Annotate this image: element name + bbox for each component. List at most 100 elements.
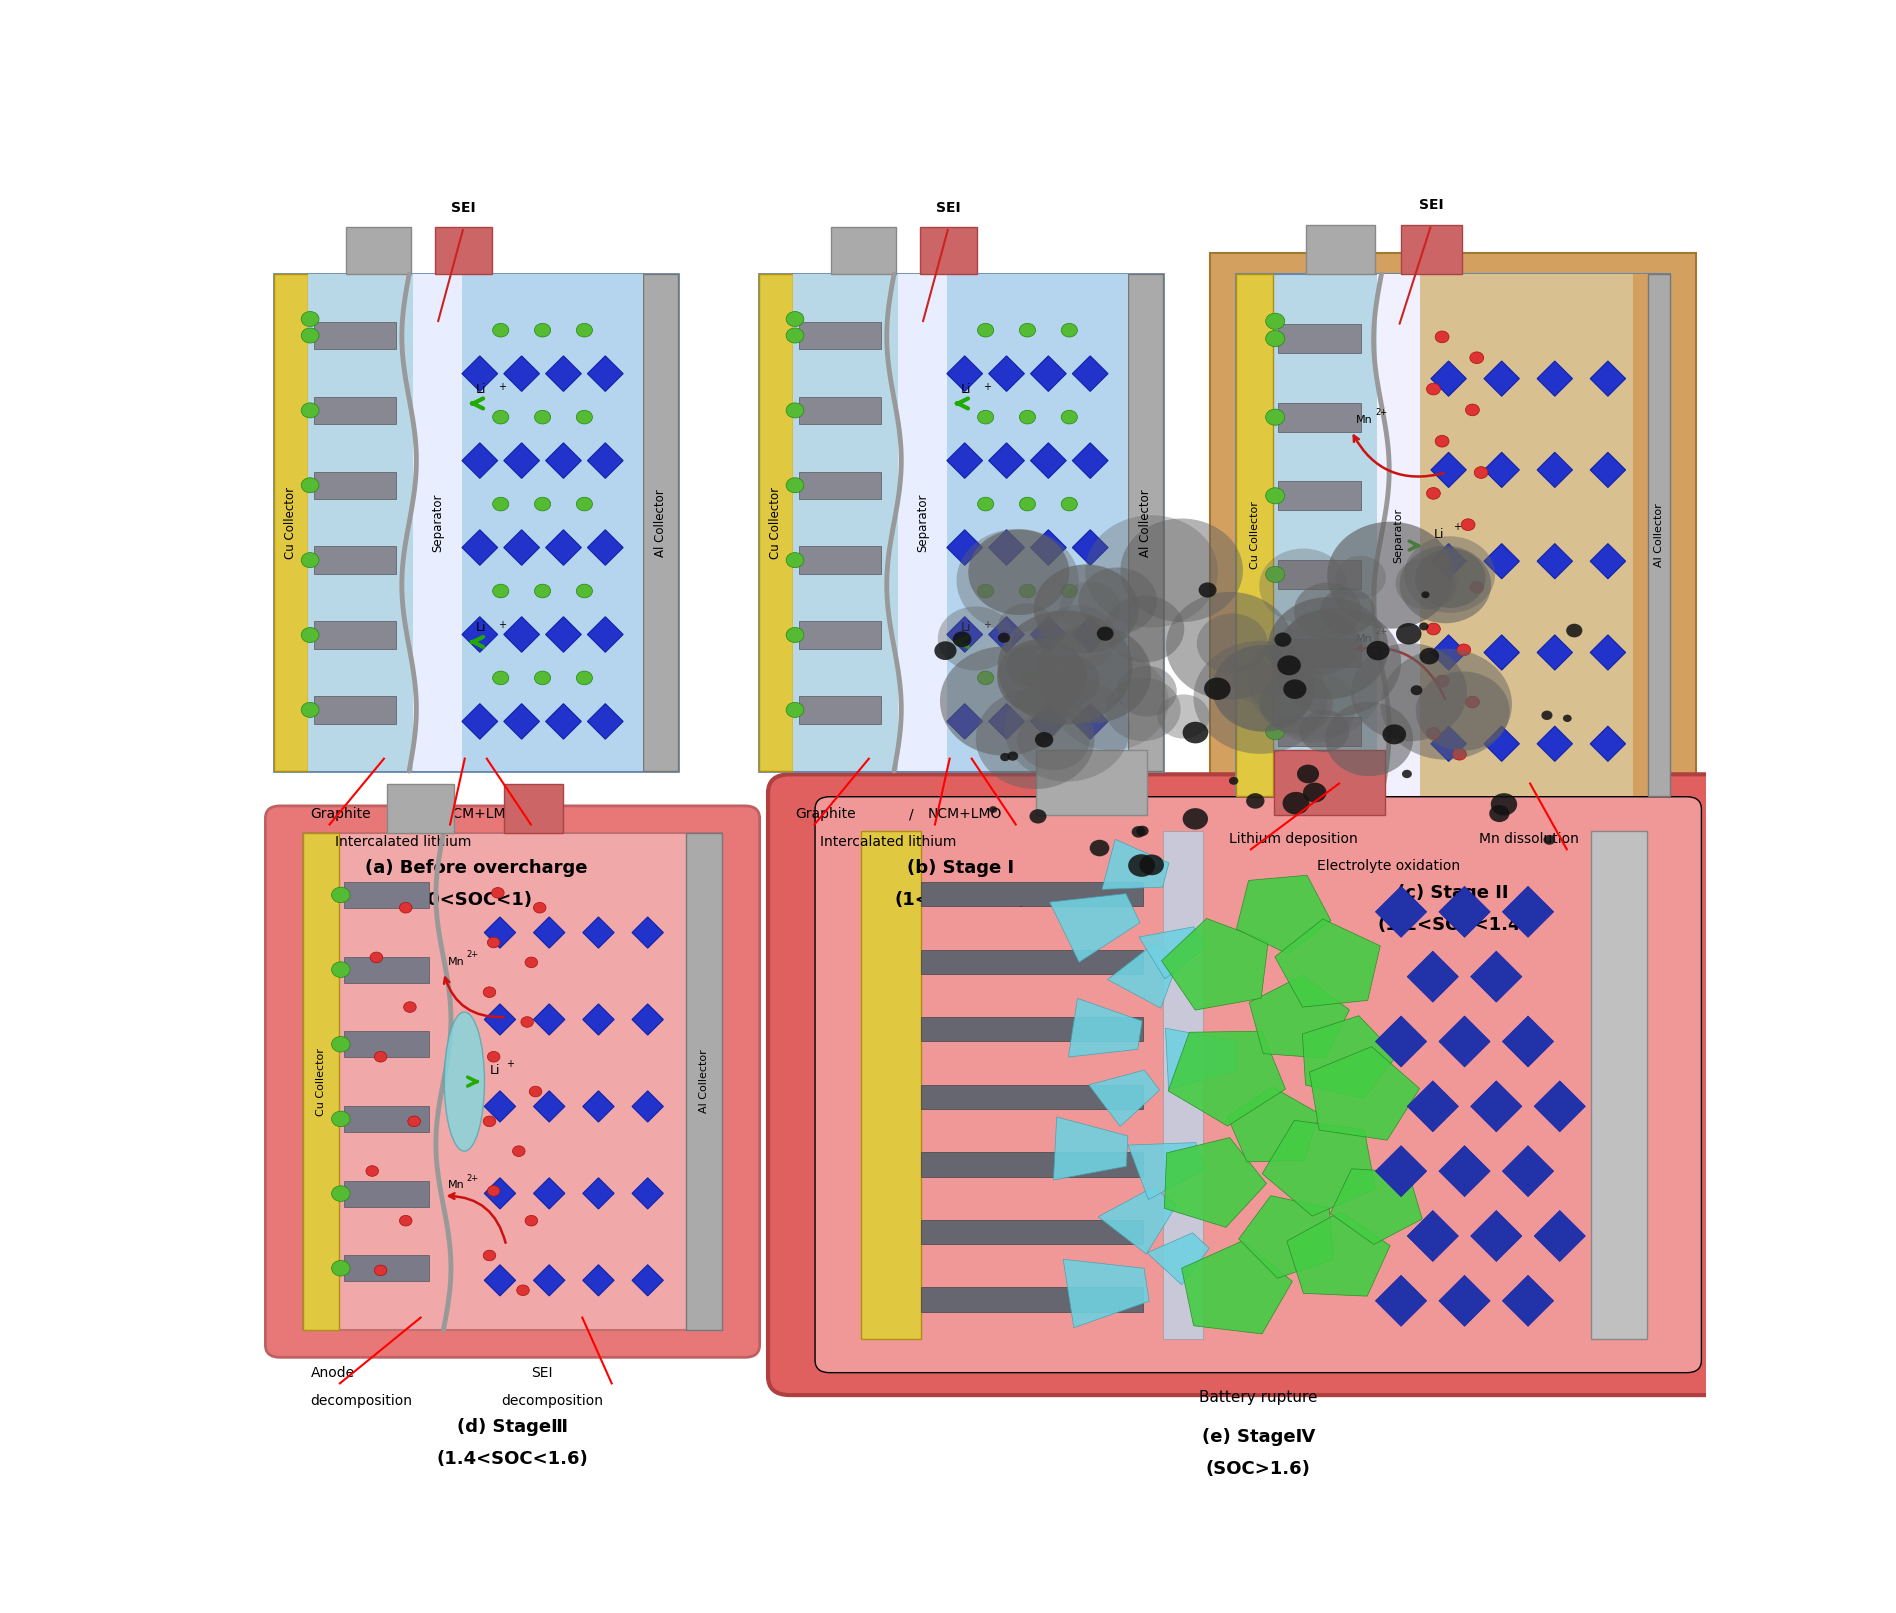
Bar [643, 274, 679, 771]
Polygon shape [988, 703, 1024, 739]
Text: 2+: 2+ [1375, 627, 1388, 636]
Circle shape [1282, 792, 1310, 815]
Bar [861, 831, 921, 1339]
Circle shape [1267, 313, 1285, 329]
Polygon shape [504, 529, 540, 565]
Circle shape [529, 1086, 542, 1097]
Bar [1278, 403, 1361, 432]
Bar [798, 323, 882, 348]
Bar [315, 547, 396, 574]
FancyBboxPatch shape [815, 797, 1701, 1373]
Text: Li: Li [961, 621, 971, 634]
Polygon shape [588, 616, 624, 652]
Text: SEI: SEI [937, 200, 961, 215]
Bar [899, 274, 946, 771]
Bar [921, 950, 1143, 974]
Circle shape [1418, 623, 1428, 631]
Bar [347, 227, 411, 274]
Text: Battery rupture: Battery rupture [1198, 1390, 1318, 1405]
Text: Li: Li [961, 382, 971, 397]
Polygon shape [1031, 356, 1066, 392]
Circle shape [969, 529, 1069, 615]
Circle shape [1005, 676, 1130, 781]
Circle shape [940, 647, 1069, 755]
Polygon shape [546, 356, 582, 392]
Circle shape [487, 1186, 501, 1197]
Polygon shape [1439, 1016, 1490, 1066]
Circle shape [1325, 702, 1413, 776]
Bar [921, 1152, 1143, 1176]
Circle shape [1272, 608, 1401, 716]
Circle shape [1278, 655, 1301, 676]
Text: Li: Li [489, 1065, 501, 1077]
Text: Mn: Mn [1356, 415, 1373, 424]
Polygon shape [533, 1265, 565, 1295]
Polygon shape [1088, 1069, 1160, 1126]
Polygon shape [1485, 726, 1519, 761]
FancyBboxPatch shape [768, 774, 1748, 1395]
Polygon shape [1471, 1081, 1522, 1132]
Polygon shape [582, 1177, 614, 1210]
Circle shape [1121, 518, 1244, 623]
Circle shape [1132, 826, 1145, 837]
Polygon shape [588, 444, 624, 479]
Text: Mn: Mn [1356, 634, 1373, 644]
Text: Al Collector: Al Collector [1653, 503, 1663, 568]
Text: Anode: Anode [311, 1366, 355, 1381]
Circle shape [1411, 686, 1422, 695]
Polygon shape [1538, 636, 1572, 669]
Polygon shape [1538, 361, 1572, 397]
Polygon shape [1164, 1137, 1267, 1227]
Polygon shape [946, 444, 982, 479]
Polygon shape [1485, 452, 1519, 487]
Circle shape [332, 887, 351, 903]
FancyBboxPatch shape [265, 806, 760, 1357]
Polygon shape [631, 1003, 664, 1036]
Bar [504, 784, 563, 834]
Bar [1420, 274, 1632, 795]
Bar [758, 274, 1162, 771]
Circle shape [1085, 515, 1217, 627]
Circle shape [1426, 384, 1441, 395]
Polygon shape [1502, 1276, 1553, 1326]
Circle shape [1232, 661, 1282, 703]
Circle shape [493, 497, 508, 511]
Polygon shape [631, 1265, 664, 1295]
Text: /: / [908, 806, 914, 821]
Circle shape [997, 639, 1086, 715]
Circle shape [1267, 410, 1285, 426]
Circle shape [1395, 623, 1422, 645]
Text: decomposition: decomposition [311, 1394, 413, 1408]
Text: (1<SOC<1.2): (1<SOC<1.2) [895, 892, 1028, 910]
Text: Intercalated lithium: Intercalated lithium [336, 834, 472, 848]
Bar [273, 274, 679, 771]
Polygon shape [533, 1177, 565, 1210]
Circle shape [332, 961, 351, 977]
Polygon shape [504, 356, 540, 392]
Bar [343, 957, 428, 982]
Polygon shape [1534, 1081, 1585, 1132]
Polygon shape [533, 1003, 565, 1036]
Polygon shape [533, 916, 565, 948]
Polygon shape [1485, 361, 1519, 397]
Polygon shape [1166, 1027, 1238, 1089]
Polygon shape [946, 356, 982, 392]
Polygon shape [1591, 636, 1625, 669]
Text: NCM+LMO: NCM+LMO [927, 806, 1001, 821]
Text: Mn dissolution: Mn dissolution [1479, 832, 1579, 847]
Polygon shape [582, 1003, 614, 1036]
Bar [920, 227, 976, 274]
Circle shape [1320, 587, 1375, 634]
Polygon shape [1073, 529, 1107, 565]
Polygon shape [1502, 1145, 1553, 1197]
Circle shape [576, 323, 592, 337]
Circle shape [787, 477, 804, 492]
Bar [1278, 481, 1361, 510]
Polygon shape [946, 703, 982, 739]
Polygon shape [988, 616, 1024, 652]
Circle shape [1380, 648, 1511, 760]
Bar [1591, 831, 1648, 1339]
Circle shape [1367, 640, 1390, 660]
Bar [798, 471, 882, 498]
Circle shape [1284, 679, 1306, 698]
